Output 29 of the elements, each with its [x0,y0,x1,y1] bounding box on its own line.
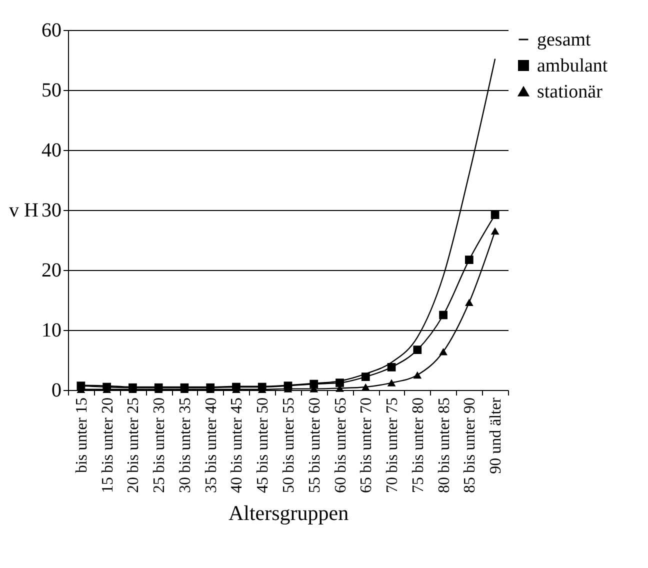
y-tick-label: 10 [42,320,62,342]
x-tick-label: 30 bis unter 35 [176,398,194,494]
x-tick-label: 75 bis unter 80 [410,398,427,494]
x-tick-label: 65 bis unter 70 [358,398,376,494]
y-tick-label: 50 [42,80,62,102]
x-tick-label: 50 bis unter 55 [280,398,298,494]
y-tick-label: 40 [42,140,62,162]
y-tick-label: 0 [52,380,62,402]
x-tick-label: 90 und älter [488,396,505,474]
x-tick-label: 15 bis unter 20 [99,398,116,494]
y-tick-label: 30 [42,200,62,222]
x-tick-label: 60 bis unter 65 [332,398,350,494]
x-tick-label: 40 bis unter 45 [228,398,246,494]
x-tick-label: 35 bis unter 40 [202,398,220,494]
x-tick-label: 55 bis unter 60 [306,398,324,494]
y-axis-title: v H [9,200,38,222]
x-tick-label: 80 bis unter 85 [436,398,453,494]
x-tick-label: 70 bis unter 75 [384,398,402,494]
legend-label: gesamt [537,30,592,50]
x-tick-label: 25 bis unter 30 [151,398,168,494]
y-tick-label: 20 [42,260,62,282]
x-tick-label: 45 bis unter 50 [254,398,272,494]
legend-label: stationär [537,82,604,102]
x-tick-label: bis unter 15 [73,398,90,474]
x-tick-label: 20 bis unter 25 [125,398,142,494]
y-tick-label: 60 [42,20,62,42]
x-tick-label: 85 bis unter 90 [462,398,479,494]
x-axis-title: Altersgruppen [228,501,350,526]
legend-label: ambulant [537,56,608,76]
